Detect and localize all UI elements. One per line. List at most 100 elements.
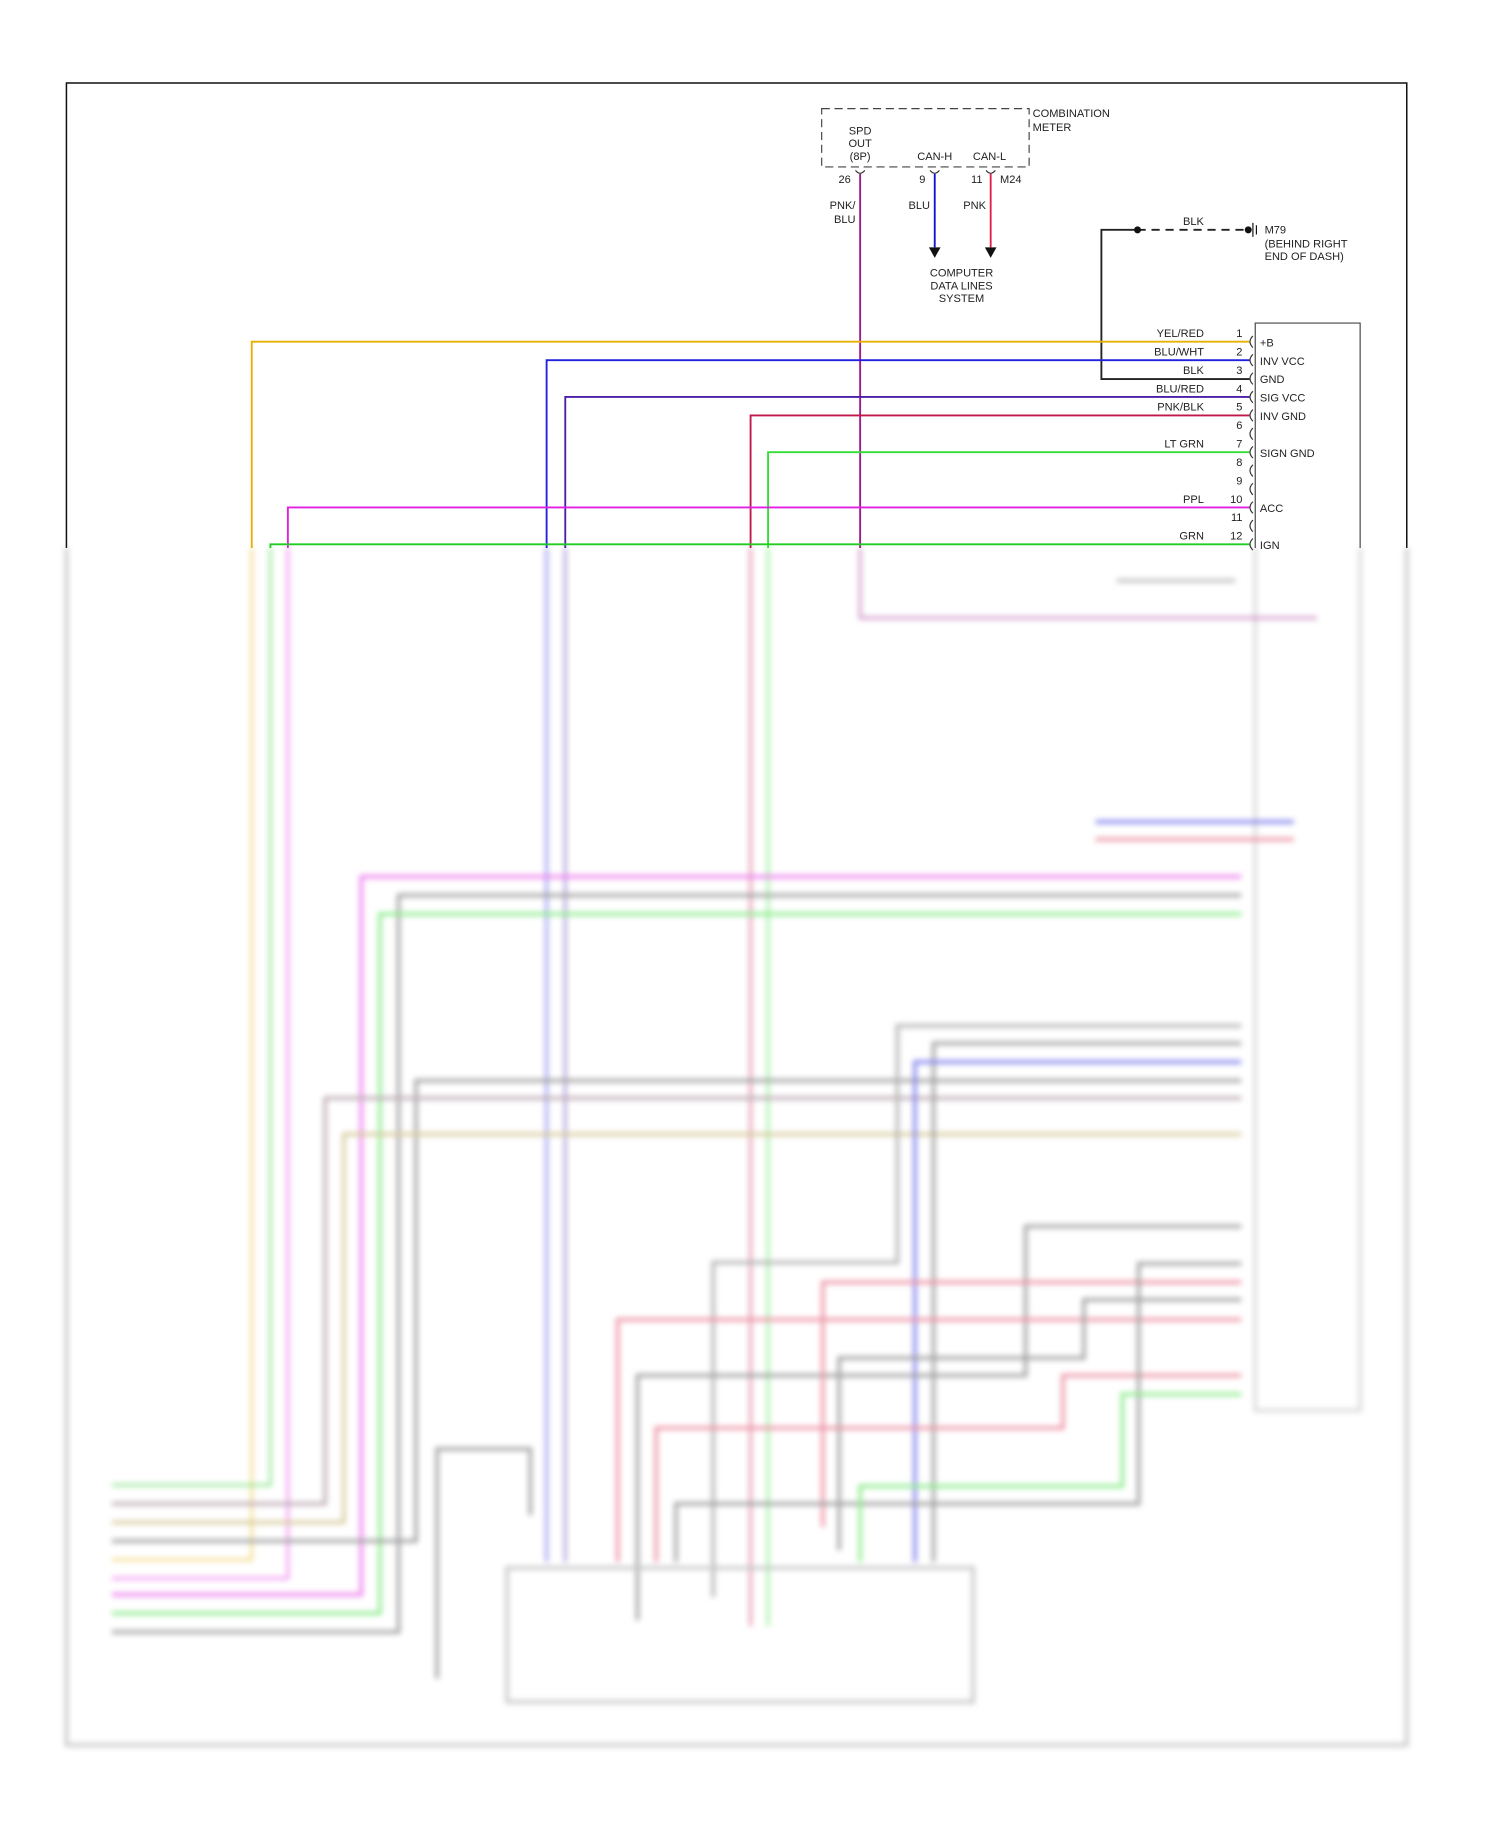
splice-dot — [1134, 226, 1142, 234]
wire-grn — [269, 543, 1250, 549]
obscured-wire — [821, 1280, 1242, 1528]
obscured-wire — [111, 548, 272, 1487]
pin-terminal-icon — [1249, 445, 1254, 459]
obscured-wire — [64, 548, 1409, 1747]
obscured-wire — [505, 1566, 975, 1704]
wire-yel-red — [250, 340, 1250, 549]
pin-function-label: GND — [1260, 374, 1285, 386]
ground-location: END OF DASH) — [1265, 251, 1344, 263]
connector-pin-number: 4 — [1236, 383, 1242, 395]
connector-pin-number: 10 — [1230, 494, 1242, 506]
obscured-wire — [111, 548, 290, 1580]
spd-out-label: SPD — [849, 125, 872, 137]
obscured-wire — [931, 1041, 1242, 1563]
data-lines-label: DATA LINES — [930, 280, 992, 292]
obscured-wire — [837, 1298, 1242, 1551]
meter-connector-id: M24 — [1000, 174, 1022, 186]
connector-pin-number: 7 — [1236, 439, 1242, 451]
connector-pin-number: 3 — [1236, 365, 1242, 377]
combination-meter-box — [821, 108, 1030, 168]
wire-color-label: GRN — [1179, 531, 1204, 543]
lower-diagram-obscured — [64, 548, 1409, 1747]
wire-blk-ground — [1100, 228, 1250, 380]
diagram-border — [65, 82, 1408, 549]
wire-color-label: BLU/WHT — [1154, 346, 1204, 358]
wire-blu-wht — [545, 359, 1250, 549]
obscured-wire — [858, 548, 1318, 620]
ground-dot — [1244, 226, 1252, 234]
obscured-wire — [111, 874, 1242, 1597]
obscured-wire — [1254, 548, 1362, 1412]
data-lines-label: SYSTEM — [939, 293, 985, 305]
obscured-wire — [435, 1447, 533, 1679]
connector-pins: 1 YEL/RED +B 2 BLU/WHT INV VCC 3 BLK GND 4 BLU/RED… — [250, 328, 1315, 552]
pin-terminal-icon — [1249, 538, 1254, 551]
connector-pin-number: 11 — [1231, 512, 1242, 524]
connector-box — [1254, 322, 1361, 549]
obscured-wire — [635, 1224, 1242, 1621]
obscured-wire — [111, 548, 253, 1561]
obscured-wire — [674, 1261, 1242, 1563]
ground-wire-label: BLK — [1183, 216, 1205, 228]
combination-meter: COMBINATION METER SPD OUT (8P) CAN-H CAN… — [821, 108, 1110, 549]
ground-m79: BLK M79 (BEHIND RIGHT END OF DASH) — [1100, 216, 1348, 380]
connector-pin-number: 2 — [1236, 346, 1242, 358]
arrow-down-icon — [928, 247, 941, 258]
wire-color-label: BLU/RED — [1156, 383, 1204, 395]
spd-out-label: OUT — [848, 138, 872, 150]
wire-color-label: PNK/BLK — [1157, 402, 1204, 414]
pin-terminal-icon — [1249, 335, 1254, 348]
pin-terminal-icon — [1249, 427, 1254, 441]
obscured-wire — [111, 1096, 1242, 1506]
arrow-down-icon — [984, 247, 997, 258]
connector-pin-number: 9 — [1236, 475, 1242, 487]
pin-function-label: IGN — [1260, 540, 1280, 552]
wire-color-label: PPL — [1183, 494, 1204, 506]
pin-terminal-icon — [1249, 482, 1254, 496]
pin-function-label: SIG VCC — [1260, 393, 1306, 405]
pin-terminal-icon — [1249, 372, 1254, 385]
meter-pin-number: 26 — [839, 174, 851, 186]
wire-color-label: YEL/RED — [1157, 328, 1204, 340]
pin-function-label: INV VCC — [1260, 356, 1305, 368]
obscured-wire — [111, 912, 1242, 1616]
wire-ppl — [286, 506, 1250, 549]
spd-out-label: (8P) — [850, 151, 871, 163]
ground-icon — [1252, 222, 1257, 237]
pin-terminal-icon — [1249, 409, 1254, 422]
connector-pin-number: 6 — [1236, 420, 1242, 432]
ground-id: M79 — [1265, 224, 1287, 236]
wire-color-label: BLU — [909, 200, 931, 212]
obscured-wire — [913, 1060, 1242, 1563]
connector-pin-number: 5 — [1236, 402, 1242, 414]
obscured-wire — [111, 893, 1242, 1634]
can-h-label: CAN-H — [917, 151, 952, 163]
data-lines-label: COMPUTER — [930, 267, 993, 279]
wire-pnk-blk — [749, 414, 1250, 549]
connector-pin-number: 8 — [1236, 457, 1242, 469]
wire-blu-red — [564, 396, 1250, 549]
obscured-wire — [615, 1317, 1242, 1563]
can-l-label: CAN-L — [973, 151, 1006, 163]
pin-terminal-icon — [1249, 353, 1254, 367]
connector-pin-number: 1 — [1236, 328, 1242, 340]
wire-color-label: BLU — [834, 214, 856, 226]
connector-pin-number: 12 — [1230, 531, 1242, 543]
combination-meter-title: METER — [1033, 122, 1072, 134]
pin-terminal-icon — [1249, 390, 1254, 404]
pin-terminal-icon — [1249, 464, 1254, 477]
wire-color-label: PNK — [963, 200, 986, 212]
obscured-wire — [111, 1132, 1242, 1525]
obscured-wire — [858, 1392, 1242, 1563]
pin-terminal-icon — [1249, 519, 1254, 533]
pin-function-label: +B — [1260, 337, 1274, 349]
pin-terminal-icon — [855, 170, 996, 174]
meter-pin-number: 11 — [971, 174, 982, 186]
wire-color-label: LT GRN — [1164, 439, 1204, 451]
wire-color-label: PNK/ — [830, 200, 857, 212]
meter-pin-number: 9 — [919, 174, 925, 186]
pin-function-label: INV GND — [1260, 411, 1306, 423]
pin-function-label: ACC — [1260, 503, 1283, 515]
ground-location: (BEHIND RIGHT — [1265, 238, 1348, 250]
